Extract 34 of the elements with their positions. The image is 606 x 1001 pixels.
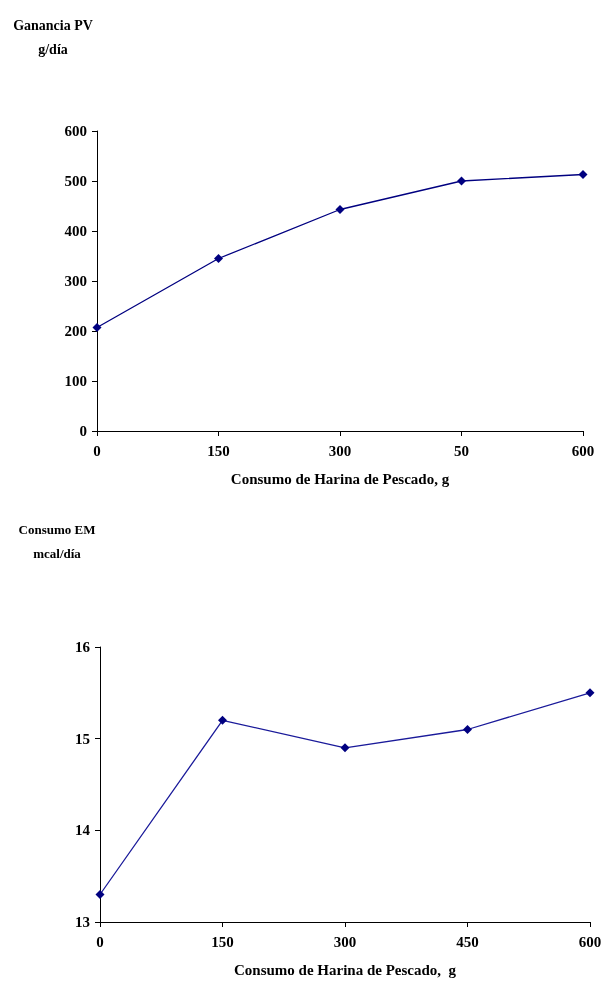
x-tick-label: 0	[96, 933, 104, 950]
point	[214, 254, 223, 263]
y-tick-label: 200	[64, 323, 87, 339]
x-tick-label: 450	[456, 933, 479, 950]
y-tick-label: 16	[75, 639, 91, 655]
point	[340, 743, 350, 753]
x-tick-label: 600	[578, 933, 602, 950]
x-tick-label: 600	[571, 442, 595, 459]
y-tick-label: 300	[64, 273, 87, 289]
point	[335, 205, 345, 214]
point	[578, 170, 588, 179]
y-tick-label: 13	[75, 914, 90, 930]
point	[218, 715, 227, 725]
x-tick-label: 300	[328, 442, 352, 459]
x-tick-label: 150	[207, 442, 230, 459]
point	[463, 725, 472, 734]
point	[95, 890, 105, 899]
y-tick-label: 100	[64, 373, 87, 389]
y-tick-label: 600	[64, 123, 87, 139]
y-tick-label: 0	[79, 423, 87, 439]
y-tick-label: 15	[75, 730, 90, 747]
point	[457, 176, 466, 186]
x-tick-label: 300	[333, 933, 357, 950]
y-axis-title: Consumo EM mcal/día	[18, 521, 96, 561]
x-axis-title: Consumo de Harina de Pescado, g	[233, 961, 457, 978]
y-tick-label: 400	[64, 223, 87, 239]
y-tick-label: 500	[64, 173, 87, 189]
x-tick-label: 150	[211, 933, 234, 950]
x-tick-label: 50	[454, 442, 469, 459]
point	[92, 323, 102, 332]
point	[585, 688, 595, 698]
y-tick-label: 14	[75, 822, 91, 839]
y-axis-title: Ganancia PV g/día	[13, 17, 93, 57]
x-axis-title: Consumo de Harina de Pescado, g	[230, 470, 450, 487]
